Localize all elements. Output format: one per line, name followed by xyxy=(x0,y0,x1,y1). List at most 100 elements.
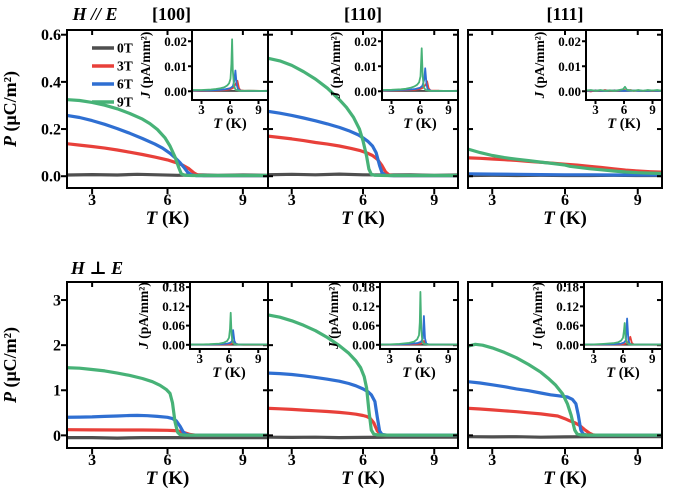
curve-9T-top-100 xyxy=(68,98,267,178)
panel-title: [111] xyxy=(546,4,583,24)
inset-x-tick-label: 6 xyxy=(226,351,233,366)
inset-x-tick-label: 3 xyxy=(591,351,598,366)
inset-x-axis-title: T (K) xyxy=(402,365,436,381)
inset-y-tick-label: 0.12 xyxy=(556,299,579,314)
row-header-h-perpendicular-e: H ⊥ E xyxy=(70,258,123,278)
x-tick-label: 3 xyxy=(288,452,296,469)
inset-bottom-111: 3 6 9 0.00 0.06 0.12 0.18 T (K) J (pA/mm²) xyxy=(530,280,663,381)
inset-x-tick-label: 6 xyxy=(227,102,234,117)
inset-x-tick-label: 3 xyxy=(387,351,394,366)
x-axis-title: T (K) xyxy=(146,208,190,229)
legend: 0T 3T 6T 9T xyxy=(92,41,133,110)
inset-y-tick-label: 0.00 xyxy=(164,84,187,99)
panel-bottom-111: 3 6 9 T (K) 3 6 9 0.00 0.06 0.12 0.18 T (K) J (pA/mm… xyxy=(467,280,663,489)
curve-9T-bottom-100 xyxy=(68,366,267,437)
row-header-h-parallel-e: H // E xyxy=(71,4,117,24)
inset-x-tick-label: 6 xyxy=(416,351,423,366)
inset-bottom-110: 3 6 9 0.00 0.06 0.12 0.18 T (K) J (pA/mm²) xyxy=(326,280,459,381)
inset-x-tick-label: 9 xyxy=(649,351,656,366)
inset-y-axis-title: J (pA/mm²) xyxy=(328,32,343,100)
x-tick-label: 9 xyxy=(239,192,247,209)
y-tick-label: 3 xyxy=(53,292,61,309)
inset-x-tick-label: 9 xyxy=(445,102,452,117)
curve-9T-bottom-111 xyxy=(469,342,661,437)
y-tick-label: 0.2 xyxy=(41,121,61,138)
inset-y-tick-label: 0.18 xyxy=(556,280,579,295)
x-tick-label: 3 xyxy=(88,452,96,469)
x-tick-label: 6 xyxy=(359,452,367,469)
x-tick-label: 6 xyxy=(164,452,172,469)
x-tick-label: 9 xyxy=(634,452,642,469)
x-tick-label: 3 xyxy=(288,192,296,209)
x-axis-title: T (K) xyxy=(341,208,385,229)
legend-label-6T: 6T xyxy=(117,77,133,92)
legend-label-3T: 3T xyxy=(117,59,133,74)
inset-x-tick-label: 3 xyxy=(592,102,599,117)
curve-9T-bottom-110 xyxy=(269,313,457,437)
y-axis-title: P (μC/m²) xyxy=(0,327,21,404)
plot-frame-top-100 xyxy=(66,29,269,189)
inset-curve-9T-bottom-111 xyxy=(585,322,661,346)
inset-y-axis-title: J (pA/mm²) xyxy=(530,282,545,350)
inset-curve-9T-top-111 xyxy=(587,85,661,92)
inset-x-tick-label: 6 xyxy=(621,102,628,117)
y-tick-label: 0 xyxy=(53,428,61,445)
inset-x-tick-label: 6 xyxy=(417,102,424,117)
curve-9T-top-110 xyxy=(269,56,457,178)
x-axis-title: T (K) xyxy=(146,468,190,489)
inset-curve-9T-top-110 xyxy=(383,47,457,92)
y-tick-label: 0.4 xyxy=(41,74,61,91)
legend-label-9T: 9T xyxy=(117,95,133,110)
y-tick-label: 2 xyxy=(53,338,61,355)
panel-title: [100] xyxy=(152,4,191,24)
inset-y-tick-label: 0.06 xyxy=(556,318,579,333)
inset-y-tick-label: 0.01 xyxy=(354,59,377,74)
x-tick-label: 6 xyxy=(561,452,569,469)
panel-top-110: 3 6 9 T (K) [110] 3 6 9 0.00 0.01 0.02 T (K) J (pA/m… xyxy=(267,4,459,229)
inset-y-tick-label: 0.00 xyxy=(556,337,579,352)
inset-y-tick-label: 0.12 xyxy=(352,299,375,314)
inset-y-axis-title: J (pA/mm²) xyxy=(326,282,341,350)
curve-9T-top-111 xyxy=(469,147,661,175)
x-tick-label: 6 xyxy=(359,192,367,209)
inset-x-tick-label: 9 xyxy=(445,351,452,366)
panel-top-111: 3 6 9 T (K) [111] 3 6 9 0.00 0.01 0.02 T (K) J (pA/m… xyxy=(467,4,663,229)
plot-frame-top-110 xyxy=(267,29,459,189)
x-axis-title: T (K) xyxy=(341,468,385,489)
inset-x-tick-label: 9 xyxy=(255,351,262,366)
curve-6T-bottom-110 xyxy=(269,371,457,437)
x-tick-label: 6 xyxy=(164,192,172,209)
curve-3T-bottom-110 xyxy=(269,406,457,437)
curve-0T-bottom-100 xyxy=(68,436,267,440)
inset-y-tick-label: 0.02 xyxy=(354,34,377,49)
x-tick-label: 9 xyxy=(430,452,438,469)
y-tick-label: 1 xyxy=(53,383,61,400)
inset-x-tick-label: 9 xyxy=(255,102,262,117)
x-axis-title: T (K) xyxy=(543,208,587,229)
inset-y-tick-label: 0.06 xyxy=(352,318,375,333)
curve-3T-top-100 xyxy=(68,142,267,178)
inset-x-axis-title: T (K) xyxy=(213,116,247,132)
y-tick-label: 0.6 xyxy=(41,27,61,44)
inset-bottom-100: 3 6 9 0.00 0.06 0.12 0.18 T (K) J (pA/mm²) xyxy=(136,280,269,381)
inset-y-tick-label: 0.00 xyxy=(162,337,185,352)
x-tick-label: 9 xyxy=(634,192,642,209)
inset-x-axis-title: T (K) xyxy=(606,365,640,381)
y-tick-label: 0.0 xyxy=(41,169,61,186)
panel-bottom-100: 3 6 9 0 1 2 3 T (K) P (μC/m²) 3 6 9 0.00 0.06 0.12 0.18… xyxy=(0,280,269,489)
curve-3T-bottom-111 xyxy=(469,406,661,437)
x-tick-label: 6 xyxy=(561,192,569,209)
inset-y-axis-title: J (pA/mm²) xyxy=(138,32,153,100)
inset-y-tick-label: 0.01 xyxy=(164,59,187,74)
inset-y-tick-label: 0.02 xyxy=(164,34,187,49)
inset-x-axis-title: T (K) xyxy=(212,365,246,381)
inset-top-100: 3 6 9 0.00 0.01 0.02 T (K) J (pA/mm²) xyxy=(138,29,269,132)
inset-y-tick-label: 0.02 xyxy=(558,34,581,49)
inset-x-tick-label: 6 xyxy=(620,351,627,366)
inset-frame-bottom-110 xyxy=(379,281,459,350)
inset-x-axis-title: T (K) xyxy=(607,116,641,132)
y-axis-title: P (μC/m²) xyxy=(0,71,21,148)
inset-top-110: 3 6 9 0.00 0.01 0.02 T (K) J (pA/mm²) xyxy=(328,29,459,132)
